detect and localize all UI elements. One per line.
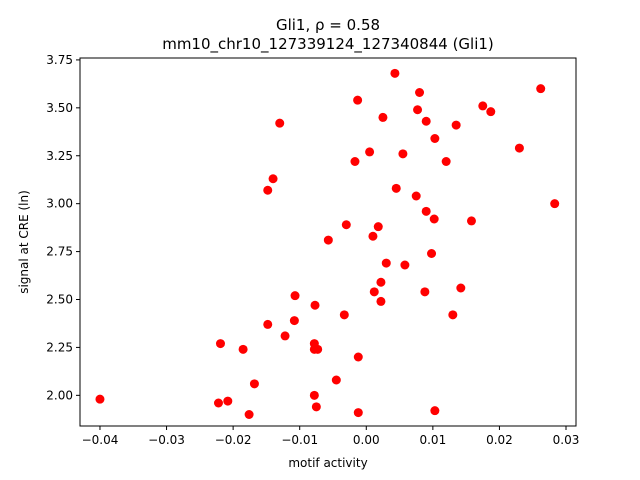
data-point-42 <box>415 88 425 97</box>
data-point-37 <box>391 183 401 193</box>
data-point-43 <box>420 287 430 297</box>
data-point-41 <box>413 105 423 115</box>
chart-title-line1: Gli1, ρ = 0.58 <box>276 16 380 34</box>
data-point-36 <box>390 68 400 78</box>
data-point-24 <box>350 157 360 166</box>
data-point-13 <box>290 291 300 301</box>
y-tick-label: 2.00 <box>46 388 73 402</box>
y-tick-label: 3.75 <box>46 53 73 67</box>
data-point-44 <box>421 116 431 126</box>
data-point-23 <box>341 220 351 230</box>
x-tick-label: 0.00 <box>353 433 380 447</box>
y-axis-ticks: 2.00 2.25 2.50 2.75 3.00 3.25 3.50 3.75 <box>46 53 80 402</box>
y-tick-label: 3.00 <box>46 197 73 211</box>
data-point-33 <box>376 277 386 287</box>
data-point-56 <box>486 107 496 117</box>
data-point-2 <box>223 396 233 406</box>
data-point-20 <box>323 235 333 245</box>
x-tick-label: 0.02 <box>486 433 513 447</box>
data-point-54 <box>466 216 476 226</box>
data-point-34 <box>378 112 388 122</box>
data-point-51 <box>448 310 458 320</box>
data-points <box>95 68 560 419</box>
y-tick-label: 3.50 <box>46 101 73 115</box>
data-point-47 <box>429 214 439 224</box>
data-point-25 <box>353 95 363 105</box>
data-point-26 <box>353 352 363 362</box>
data-point-7 <box>263 319 273 329</box>
data-point-6 <box>238 344 248 354</box>
x-tick-label: −0.04 <box>82 433 119 447</box>
data-point-4 <box>249 379 259 389</box>
data-point-49 <box>430 406 440 416</box>
data-point-12 <box>289 316 299 326</box>
y-tick-label: 3.25 <box>46 149 73 163</box>
data-point-19 <box>311 402 321 412</box>
data-point-57 <box>514 143 524 153</box>
data-point-14 <box>310 300 320 310</box>
data-point-55 <box>478 101 488 111</box>
data-point-40 <box>411 191 421 201</box>
y-tick-label: 2.75 <box>46 245 73 259</box>
data-point-45 <box>421 206 431 216</box>
x-tick-label: −0.01 <box>281 433 318 447</box>
data-point-29 <box>368 231 378 241</box>
data-point-28 <box>365 147 375 157</box>
data-point-27 <box>353 408 363 418</box>
data-point-21 <box>331 375 341 385</box>
chart-title-line2: mm10_chr10_127339124_127340844 (Gli1) <box>162 35 494 54</box>
data-point-48 <box>430 134 440 143</box>
x-axis-ticks: −0.04 −0.03 −0.02 −0.01 0.00 0.01 0.02 0.03 <box>82 426 580 447</box>
data-point-39 <box>400 260 410 270</box>
data-point-1 <box>213 398 223 408</box>
data-point-5 <box>215 339 225 349</box>
data-point-59 <box>550 199 560 209</box>
data-point-58 <box>536 84 546 94</box>
y-axis-label: signal at CRE (ln) <box>17 190 31 294</box>
y-tick-label: 2.50 <box>46 293 73 307</box>
x-tick-label: −0.02 <box>215 433 252 447</box>
data-point-3 <box>244 410 254 419</box>
x-axis-label: motif activity <box>288 456 367 470</box>
x-tick-label: 0.03 <box>553 433 580 447</box>
data-point-31 <box>373 222 383 232</box>
data-point-53 <box>456 283 466 293</box>
data-point-35 <box>381 258 391 268</box>
data-point-52 <box>451 120 461 130</box>
plot-area-frame <box>79 57 577 427</box>
data-point-10 <box>275 118 285 128</box>
x-tick-label: 0.01 <box>419 433 446 447</box>
data-point-50 <box>441 157 451 166</box>
data-point-22 <box>339 310 349 320</box>
data-point-18 <box>309 390 319 400</box>
data-point-9 <box>268 174 278 184</box>
x-tick-label: −0.03 <box>148 433 185 447</box>
data-point-38 <box>398 149 408 159</box>
y-tick-label: 2.25 <box>46 340 73 354</box>
data-point-46 <box>427 249 437 258</box>
data-point-32 <box>376 296 386 306</box>
data-point-30 <box>369 287 379 297</box>
data-point-8 <box>263 185 273 195</box>
data-point-17 <box>313 344 323 354</box>
data-point-11 <box>280 331 290 341</box>
data-point-0 <box>95 394 105 404</box>
